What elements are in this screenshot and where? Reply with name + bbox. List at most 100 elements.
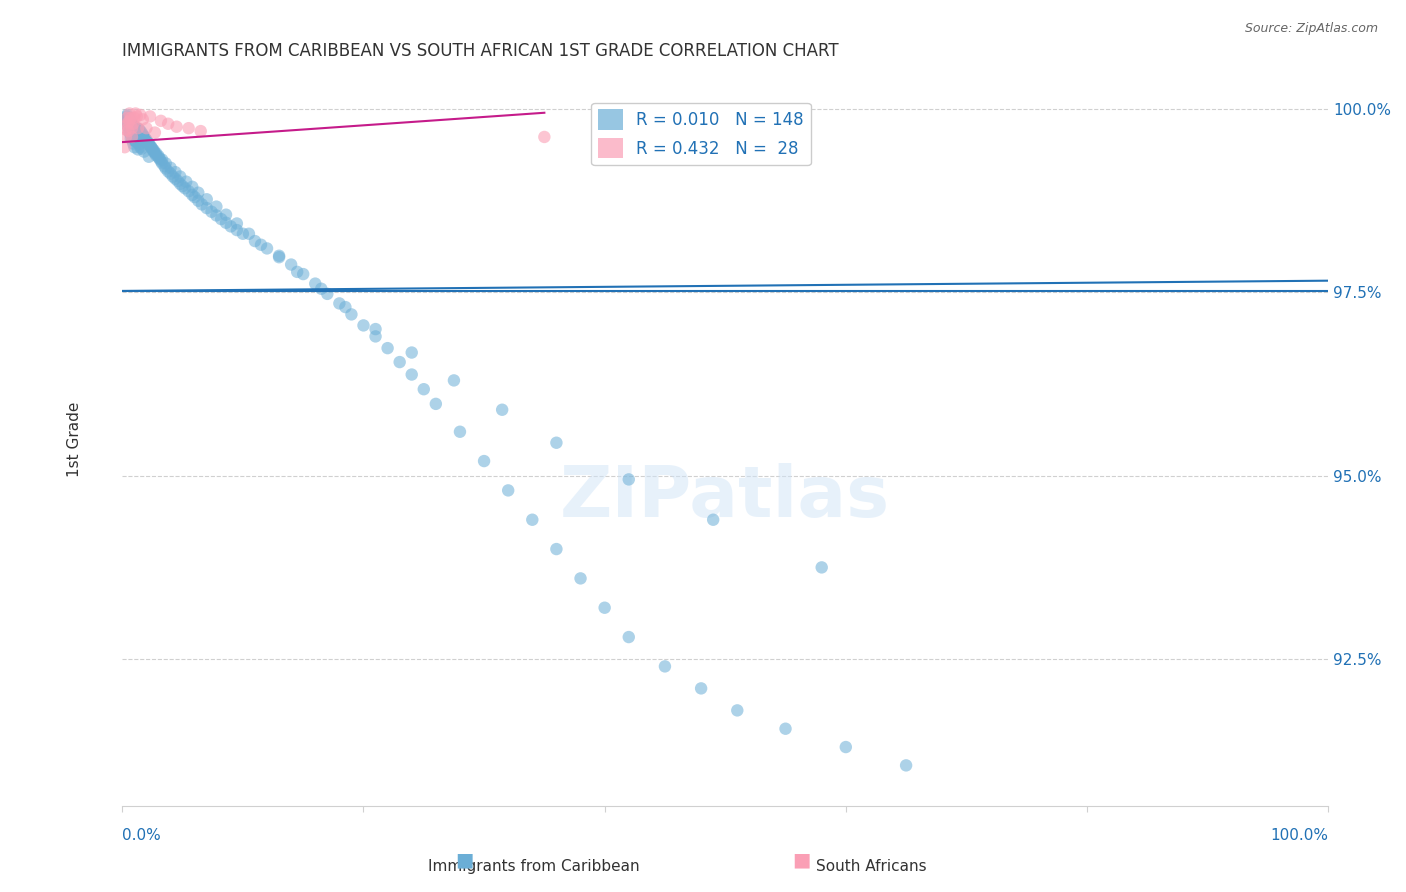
Point [183, 190, 205, 204]
Point [115, 108, 138, 122]
Point [267, 249, 290, 263]
Text: South Africans: South Africans [817, 859, 927, 874]
Point [124, 131, 146, 145]
Point [125, 121, 148, 136]
Point [835, 740, 858, 755]
Point [177, 184, 200, 198]
Point [165, 165, 187, 179]
Point [117, 111, 139, 125]
Point [134, 134, 156, 148]
Point [894, 758, 917, 772]
Point [120, 115, 142, 129]
Point [141, 143, 163, 157]
Text: IMMIGRANTS FROM CARIBBEAN VS SOUTH AFRICAN 1ST GRADE CORRELATION CHART: IMMIGRANTS FROM CARIBBEAN VS SOUTH AFRIC… [122, 42, 839, 60]
Point [157, 164, 180, 178]
Point [128, 126, 150, 140]
Point [690, 681, 713, 696]
Point [122, 117, 145, 131]
Point [472, 454, 495, 468]
Point [316, 286, 339, 301]
Point [131, 142, 153, 156]
Point [225, 217, 247, 231]
Point [124, 120, 146, 134]
Text: 1st Grade: 1st Grade [66, 401, 82, 476]
Text: ■: ■ [792, 851, 811, 870]
Point [177, 121, 200, 136]
Point [115, 110, 138, 124]
Point [120, 111, 142, 125]
Point [219, 219, 242, 234]
Point [125, 122, 148, 136]
Point [124, 111, 146, 125]
Point [243, 234, 266, 248]
Point [149, 113, 172, 128]
Point [136, 135, 159, 149]
Point [127, 143, 149, 157]
Point [401, 345, 423, 359]
Point [135, 121, 157, 136]
Point [124, 121, 146, 136]
Point [153, 159, 176, 173]
Point [654, 659, 676, 673]
Point [122, 120, 145, 135]
Point [118, 113, 141, 128]
Point [132, 128, 155, 142]
Point [165, 171, 187, 186]
Point [141, 140, 163, 154]
Point [122, 136, 145, 151]
Point [127, 121, 149, 136]
Point [280, 258, 302, 272]
Point [364, 329, 387, 343]
Point [138, 137, 160, 152]
Point [150, 153, 173, 167]
Point [187, 186, 209, 200]
Point [115, 122, 138, 136]
Legend: R = 0.010   N = 148, R = 0.432   N =  28: R = 0.010 N = 148, R = 0.432 N = 28 [592, 103, 811, 165]
Point [121, 121, 143, 136]
Point [181, 187, 204, 202]
Point [443, 373, 465, 387]
Point [775, 722, 797, 736]
Point [145, 148, 167, 162]
Point [292, 267, 315, 281]
Point [117, 124, 139, 138]
Point [121, 130, 143, 145]
Point [215, 208, 238, 222]
Point [148, 151, 170, 165]
Point [117, 115, 139, 129]
Point [159, 161, 181, 175]
Point [118, 126, 141, 140]
Point [129, 140, 152, 154]
Point [132, 130, 155, 145]
Point [149, 152, 172, 166]
Point [340, 307, 363, 321]
Point [132, 145, 155, 159]
Point [118, 106, 141, 120]
Point [250, 237, 273, 252]
Point [533, 130, 555, 145]
Point [115, 111, 138, 125]
Point [593, 600, 616, 615]
Point [311, 282, 333, 296]
Point [115, 118, 138, 132]
Point [335, 300, 357, 314]
Point [205, 200, 228, 214]
Point [702, 513, 724, 527]
Point [256, 241, 278, 255]
Point [129, 108, 152, 122]
Point [617, 472, 640, 486]
Point [162, 169, 184, 184]
Text: Immigrants from Caribbean: Immigrants from Caribbean [429, 859, 640, 874]
Point [117, 117, 139, 131]
Point [121, 117, 143, 131]
Point [131, 126, 153, 140]
Point [129, 124, 152, 138]
Point [225, 223, 247, 237]
Point [195, 201, 218, 215]
Point [127, 133, 149, 147]
Point [128, 122, 150, 136]
Point [132, 112, 155, 127]
Point [120, 131, 142, 145]
Point [425, 397, 447, 411]
Point [139, 138, 162, 153]
